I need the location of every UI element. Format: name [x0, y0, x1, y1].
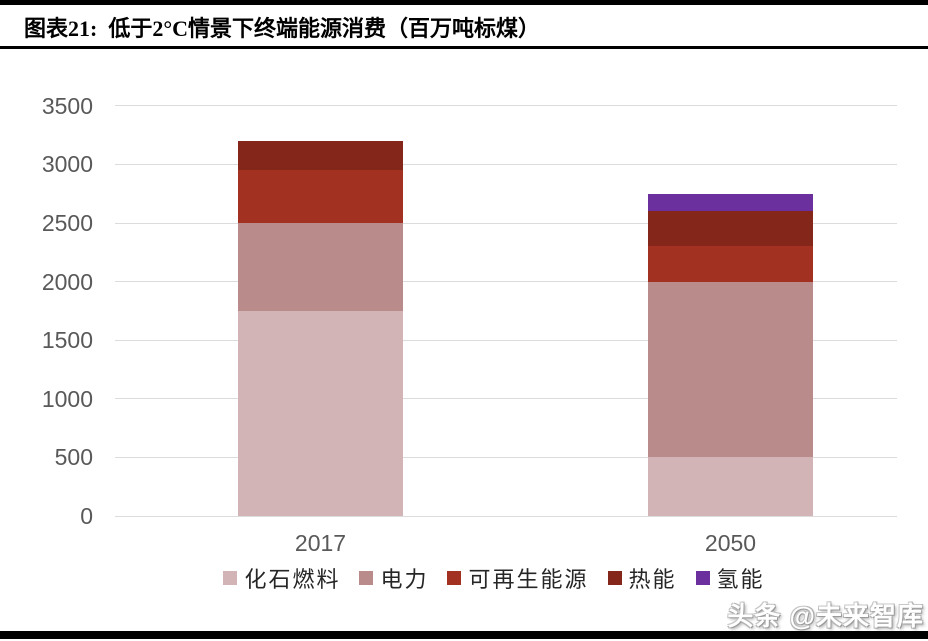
legend-label: 可再生能源	[468, 567, 589, 592]
watermark-text: 头条 @未来智库	[727, 601, 924, 631]
bar-segment-2050-可再生能源	[648, 246, 813, 282]
bar-segment-2050-热能	[648, 211, 813, 247]
x-axis-label-2017: 2017	[294, 530, 347, 556]
legend-label: 氢能	[716, 567, 765, 592]
gridline-1500	[115, 339, 897, 341]
y-axis-tick-label: 1500	[41, 327, 93, 354]
bar-segment-2017-可再生能源	[238, 170, 403, 223]
bar-segment-2017-化石燃料	[238, 310, 403, 516]
y-axis-tick-label: 500	[54, 444, 93, 471]
legend-label: 化石燃料	[244, 567, 341, 592]
title-divider-rule	[0, 46, 928, 49]
y-axis-tick-label: 2000	[41, 268, 93, 295]
gridline-0	[115, 515, 897, 517]
stacked-bar-chart: 0 500 1000 1500 2000 2500 3000 3500 2017 2050	[41, 92, 897, 556]
legend-swatch-icon	[447, 571, 462, 585]
legend-item-可再生能源: 可再生能源	[447, 562, 588, 594]
figure-title: 图表21: 低于2°C情景下终端能源消费（百万吨标煤）	[24, 16, 541, 41]
legend-label: 电力	[380, 567, 429, 592]
legend-label: 热能	[628, 567, 677, 592]
x-axis-label-2050: 2050	[704, 530, 757, 556]
top-border-rule	[0, 0, 928, 5]
y-axis-tick-label: 0	[80, 503, 93, 529]
legend-swatch-icon	[607, 571, 622, 585]
legend-swatch-icon	[223, 571, 238, 585]
y-axis-tick-label: 2500	[41, 210, 93, 236]
y-axis-tick-label: 1000	[41, 385, 93, 412]
gridline-500	[115, 456, 897, 458]
bar-segment-2050-电力	[648, 281, 813, 458]
legend-swatch-icon	[695, 571, 710, 585]
legend-swatch-icon	[359, 571, 374, 585]
gridline-2000	[115, 281, 897, 283]
bar-segment-2050-氢能	[648, 193, 813, 212]
bar-segment-2050-化石燃料	[648, 457, 813, 516]
legend-item-电力: 电力	[359, 562, 428, 594]
bar-segment-2017-热能	[238, 140, 403, 171]
gridline-1000	[115, 398, 897, 400]
legend-item-热能: 热能	[607, 562, 677, 594]
chart-legend: 化石燃料 电力 可再生能源 热能 氢能	[60, 563, 928, 593]
gridline-2500	[115, 222, 897, 224]
y-axis-tick-label: 3500	[41, 92, 93, 119]
legend-item-化石燃料: 化石燃料	[223, 562, 340, 594]
bar-segment-2017-电力	[238, 223, 403, 311]
gridline-3000	[115, 163, 897, 165]
y-axis-tick-label: 3000	[41, 151, 93, 178]
gridline-3500	[115, 105, 897, 107]
legend-item-氢能: 氢能	[695, 562, 765, 594]
bottom-border-rule	[0, 631, 928, 639]
